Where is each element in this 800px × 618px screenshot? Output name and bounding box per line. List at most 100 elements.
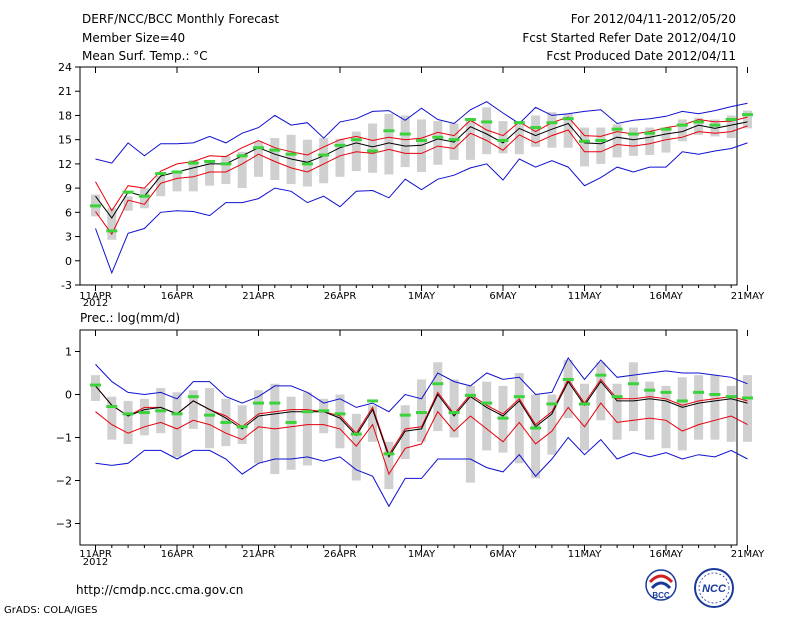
prec-spread-box	[319, 398, 329, 434]
prec-observed-mark	[432, 382, 444, 386]
prec-spread-box	[677, 377, 687, 451]
prec-observed-mark	[285, 420, 297, 424]
temp-ytick-label: 18	[58, 109, 72, 122]
prec-observed-mark	[530, 426, 542, 430]
temp-observed-mark	[383, 129, 395, 133]
prec-observed-mark	[595, 373, 607, 377]
prec-xtick-label: 11MAY	[568, 549, 602, 560]
prec-observed-mark	[106, 405, 118, 409]
prec-observed-mark	[301, 410, 313, 414]
temp-chart: -3 0 3 6 9 12 15 18 21 24 11APR 16APR 21APR 26APR 1MAY…	[58, 61, 765, 309]
source-url[interactable]: http://cmdp.ncc.cma.gov.cn	[76, 583, 244, 597]
prec-xtick-label: 6MAY	[489, 549, 517, 560]
prec-spread-box	[628, 362, 638, 432]
prec-xtick-label: 21MAY	[731, 549, 765, 560]
prec-chart-title: Prec.: log(mm/d)	[80, 311, 180, 325]
prec-spread-box	[645, 381, 655, 440]
temp-spread-box	[368, 123, 378, 173]
temp-observed-mark	[448, 138, 460, 142]
temp-spread-box	[400, 115, 410, 168]
prec-spread-box	[368, 405, 378, 442]
temp-ytick-label: 12	[58, 158, 72, 171]
temp-xtick-label: 26APR	[324, 291, 357, 302]
prec-chart: −3 −2 −1 0 1 11APR 16APR 21APR 26APR 1MAY 6MAY 11MA…	[56, 329, 765, 568]
prec-spread-box	[743, 375, 752, 442]
temp-observed-mark	[236, 154, 248, 158]
temp-spread-box	[270, 138, 280, 181]
temp-observed-mark	[90, 204, 101, 208]
temp-spread-box	[743, 110, 752, 129]
temp-observed-mark	[399, 132, 411, 136]
temp-observed-mark	[562, 117, 574, 121]
temp-spread-box	[188, 159, 198, 192]
prec-observed-mark	[122, 412, 134, 416]
prec-spread-box	[514, 373, 524, 464]
prec-spread-box	[417, 379, 426, 442]
temp-spread-box	[156, 176, 166, 197]
prec-observed-mark	[90, 383, 101, 387]
ncc-logo-text: NCC	[702, 583, 727, 595]
prec-spread-box	[596, 362, 606, 421]
temp-observed-mark	[611, 127, 623, 131]
prec-spread-box	[335, 394, 345, 449]
temp-observed-mark	[187, 161, 199, 165]
temp-spread-box	[205, 162, 215, 186]
temp-spread-box	[726, 115, 736, 139]
prec-spread-box	[726, 385, 736, 442]
temp-observed-mark	[742, 113, 753, 117]
temp-ytick-label: 0	[65, 255, 72, 268]
temp-ytick-label: 21	[58, 85, 72, 98]
temp-observed-mark	[285, 152, 297, 156]
temp-xtick-label: 16MAY	[649, 291, 683, 302]
temp-median-line	[95, 121, 748, 219]
temp-spread-box	[482, 107, 492, 155]
prec-spread-box	[107, 396, 117, 440]
prec-xtick-label: 11APR	[79, 549, 112, 560]
temp-observed-mark	[301, 162, 313, 166]
prec-observed-mark	[350, 432, 362, 436]
temp-observed-mark	[432, 135, 444, 139]
prec-observed-mark	[416, 411, 427, 415]
temp-observed-mark	[253, 146, 264, 150]
prec-observed-mark	[220, 420, 232, 424]
prec-spread-box	[612, 383, 622, 440]
prec-observed-mark	[236, 425, 248, 429]
prec-observed-mark	[253, 401, 264, 405]
temp-observed-mark	[416, 138, 427, 142]
temp-observed-mark	[530, 126, 542, 130]
prec-observed-mark	[660, 390, 672, 394]
temp-spread-box	[596, 127, 606, 164]
prec-observed-mark	[155, 409, 167, 413]
produced-date: Fcst Produced Date 2012/04/11	[546, 49, 736, 63]
temp-max-line	[95, 101, 748, 164]
temp-spread-box	[645, 127, 655, 156]
prec-xtick-label: 16APR	[161, 549, 194, 560]
prec-observed-mark	[171, 412, 183, 416]
prec-spread-box	[563, 360, 573, 419]
prec-xtick-label: 1MAY	[408, 549, 436, 560]
temp-observed-mark	[546, 121, 558, 125]
temp-spread-box	[628, 127, 638, 156]
temp-observed-mark	[350, 138, 362, 142]
prec-max-line	[95, 357, 748, 413]
temp-year-label: 2012	[83, 298, 108, 309]
refer-date: Fcst Started Refer Date 2012/04/10	[522, 31, 736, 45]
prec-observed-mark	[676, 399, 688, 403]
temp-xtick-label: 21MAY	[731, 291, 765, 302]
temp-ytick-label: 15	[58, 134, 72, 147]
temp-spread-box	[465, 121, 475, 160]
temp-xtick-label: 16APR	[161, 291, 194, 302]
prec-spread-box	[694, 375, 704, 440]
temp-spread-box	[319, 138, 329, 184]
variable-label: Mean Surf. Temp.: °C	[82, 49, 208, 63]
temp-spread-box	[221, 155, 231, 185]
prec-spread-box	[580, 383, 589, 451]
temp-xtick-label: 6MAY	[489, 291, 517, 302]
temp-ytick-label: 9	[65, 182, 72, 195]
temp-spread-box	[694, 117, 704, 135]
temp-observed-mark	[481, 120, 493, 124]
temp-min-line	[95, 142, 748, 275]
prec-observed-mark	[383, 452, 395, 456]
temp-ytick-label: -3	[61, 279, 72, 292]
ncc-logo: NCC	[694, 568, 734, 608]
